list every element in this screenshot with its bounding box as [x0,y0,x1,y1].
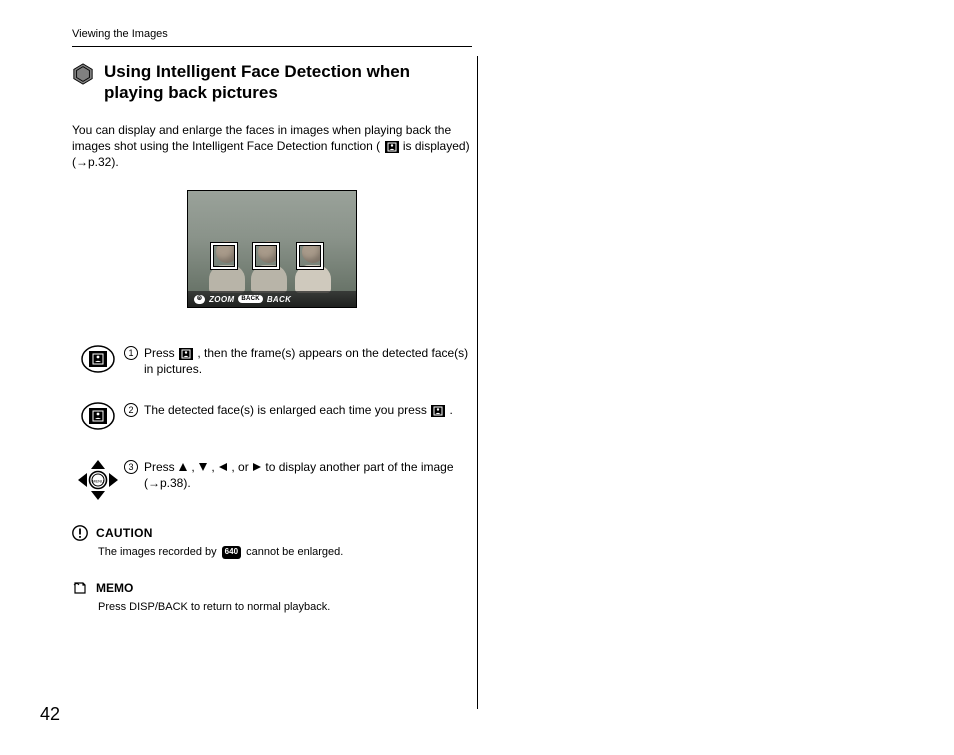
step-row-1: 1 Press , then the frame(s) appears on t… [72,339,472,396]
back-pill-icon: BACK [238,295,263,303]
caution-post: cannot be enlarged. [246,546,343,558]
step-row-3: MENU 3 Press , , [72,453,472,519]
face-frame-2 [253,243,279,269]
caution-icon [72,525,88,541]
step-1-pre: Press [144,346,178,360]
hexagon-icon [72,63,94,85]
running-head: Viewing the Images [72,28,472,40]
step-2-text: The detected face(s) is enlarged each ti… [144,402,472,418]
memo-icon [72,580,88,596]
step-3-d: , or [231,460,252,474]
manual-page: Viewing the Images Using Intelligent Fac… [72,28,472,635]
step-2-post: . [450,403,453,417]
face-button-icon [81,402,115,430]
face-frame-3 [297,243,323,269]
step-number-3: 3 [124,460,138,474]
camera-lcd-mockup: ⦾ ZOOM BACK BACK [187,190,357,308]
memo-block: MEMO Press DISP/BACK to return to normal… [72,580,472,615]
step-number-1: 1 [124,346,138,360]
caution-label: CAUTION [96,526,153,540]
page-number: 42 [40,704,60,725]
zoom-pill-icon: ⦾ [194,295,205,304]
step-number-2: 2 [124,403,138,417]
face-frame-1 [211,243,237,269]
triangle-right-icon [252,462,262,472]
column-divider [477,56,478,709]
svg-text:MENU: MENU [92,479,104,484]
step-3-text: Press , , , or to display another part o… [144,459,472,491]
face-detect-icon [431,405,445,417]
triangle-up-icon [178,462,188,472]
step-row-2: 2 The detected face(s) is enlarged each … [72,396,472,453]
step-2-pre: The detected face(s) is enlarged each ti… [144,403,430,417]
intro-paragraph: You can display and enlarge the faces in… [72,122,472,171]
section-heading: Using Intelligent Face Detection when pl… [72,61,472,104]
caution-pre: The images recorded by [98,546,220,558]
face-detect-icon [385,141,399,153]
steps-list: 1 Press , then the frame(s) appears on t… [72,339,472,519]
resolution-badge: 640 [222,546,241,559]
caution-block: CAUTION The images recorded by 640 canno… [72,525,472,560]
triangle-down-icon [198,462,208,472]
memo-body: Press DISP/BACK to return to normal play… [98,600,472,615]
dpad-icon: MENU [77,459,119,501]
lcd-status-bar: ⦾ ZOOM BACK BACK [188,291,356,307]
section-title: Using Intelligent Face Detection when pl… [104,61,472,104]
example-figure: ⦾ ZOOM BACK BACK [72,190,472,313]
header-rule [72,46,472,47]
memo-label: MEMO [96,581,133,595]
step-3-a: Press [144,460,178,474]
triangle-left-icon [218,462,228,472]
caution-body: The images recorded by 640 cannot be enl… [98,545,472,560]
back-label: BACK [267,295,291,304]
step-3-c: , [211,460,218,474]
step-1-text: Press , then the frame(s) appears on the… [144,345,472,377]
face-button-icon [81,345,115,373]
zoom-label: ZOOM [209,295,234,304]
face-detect-icon [179,348,193,360]
step-3-b: , [191,460,198,474]
